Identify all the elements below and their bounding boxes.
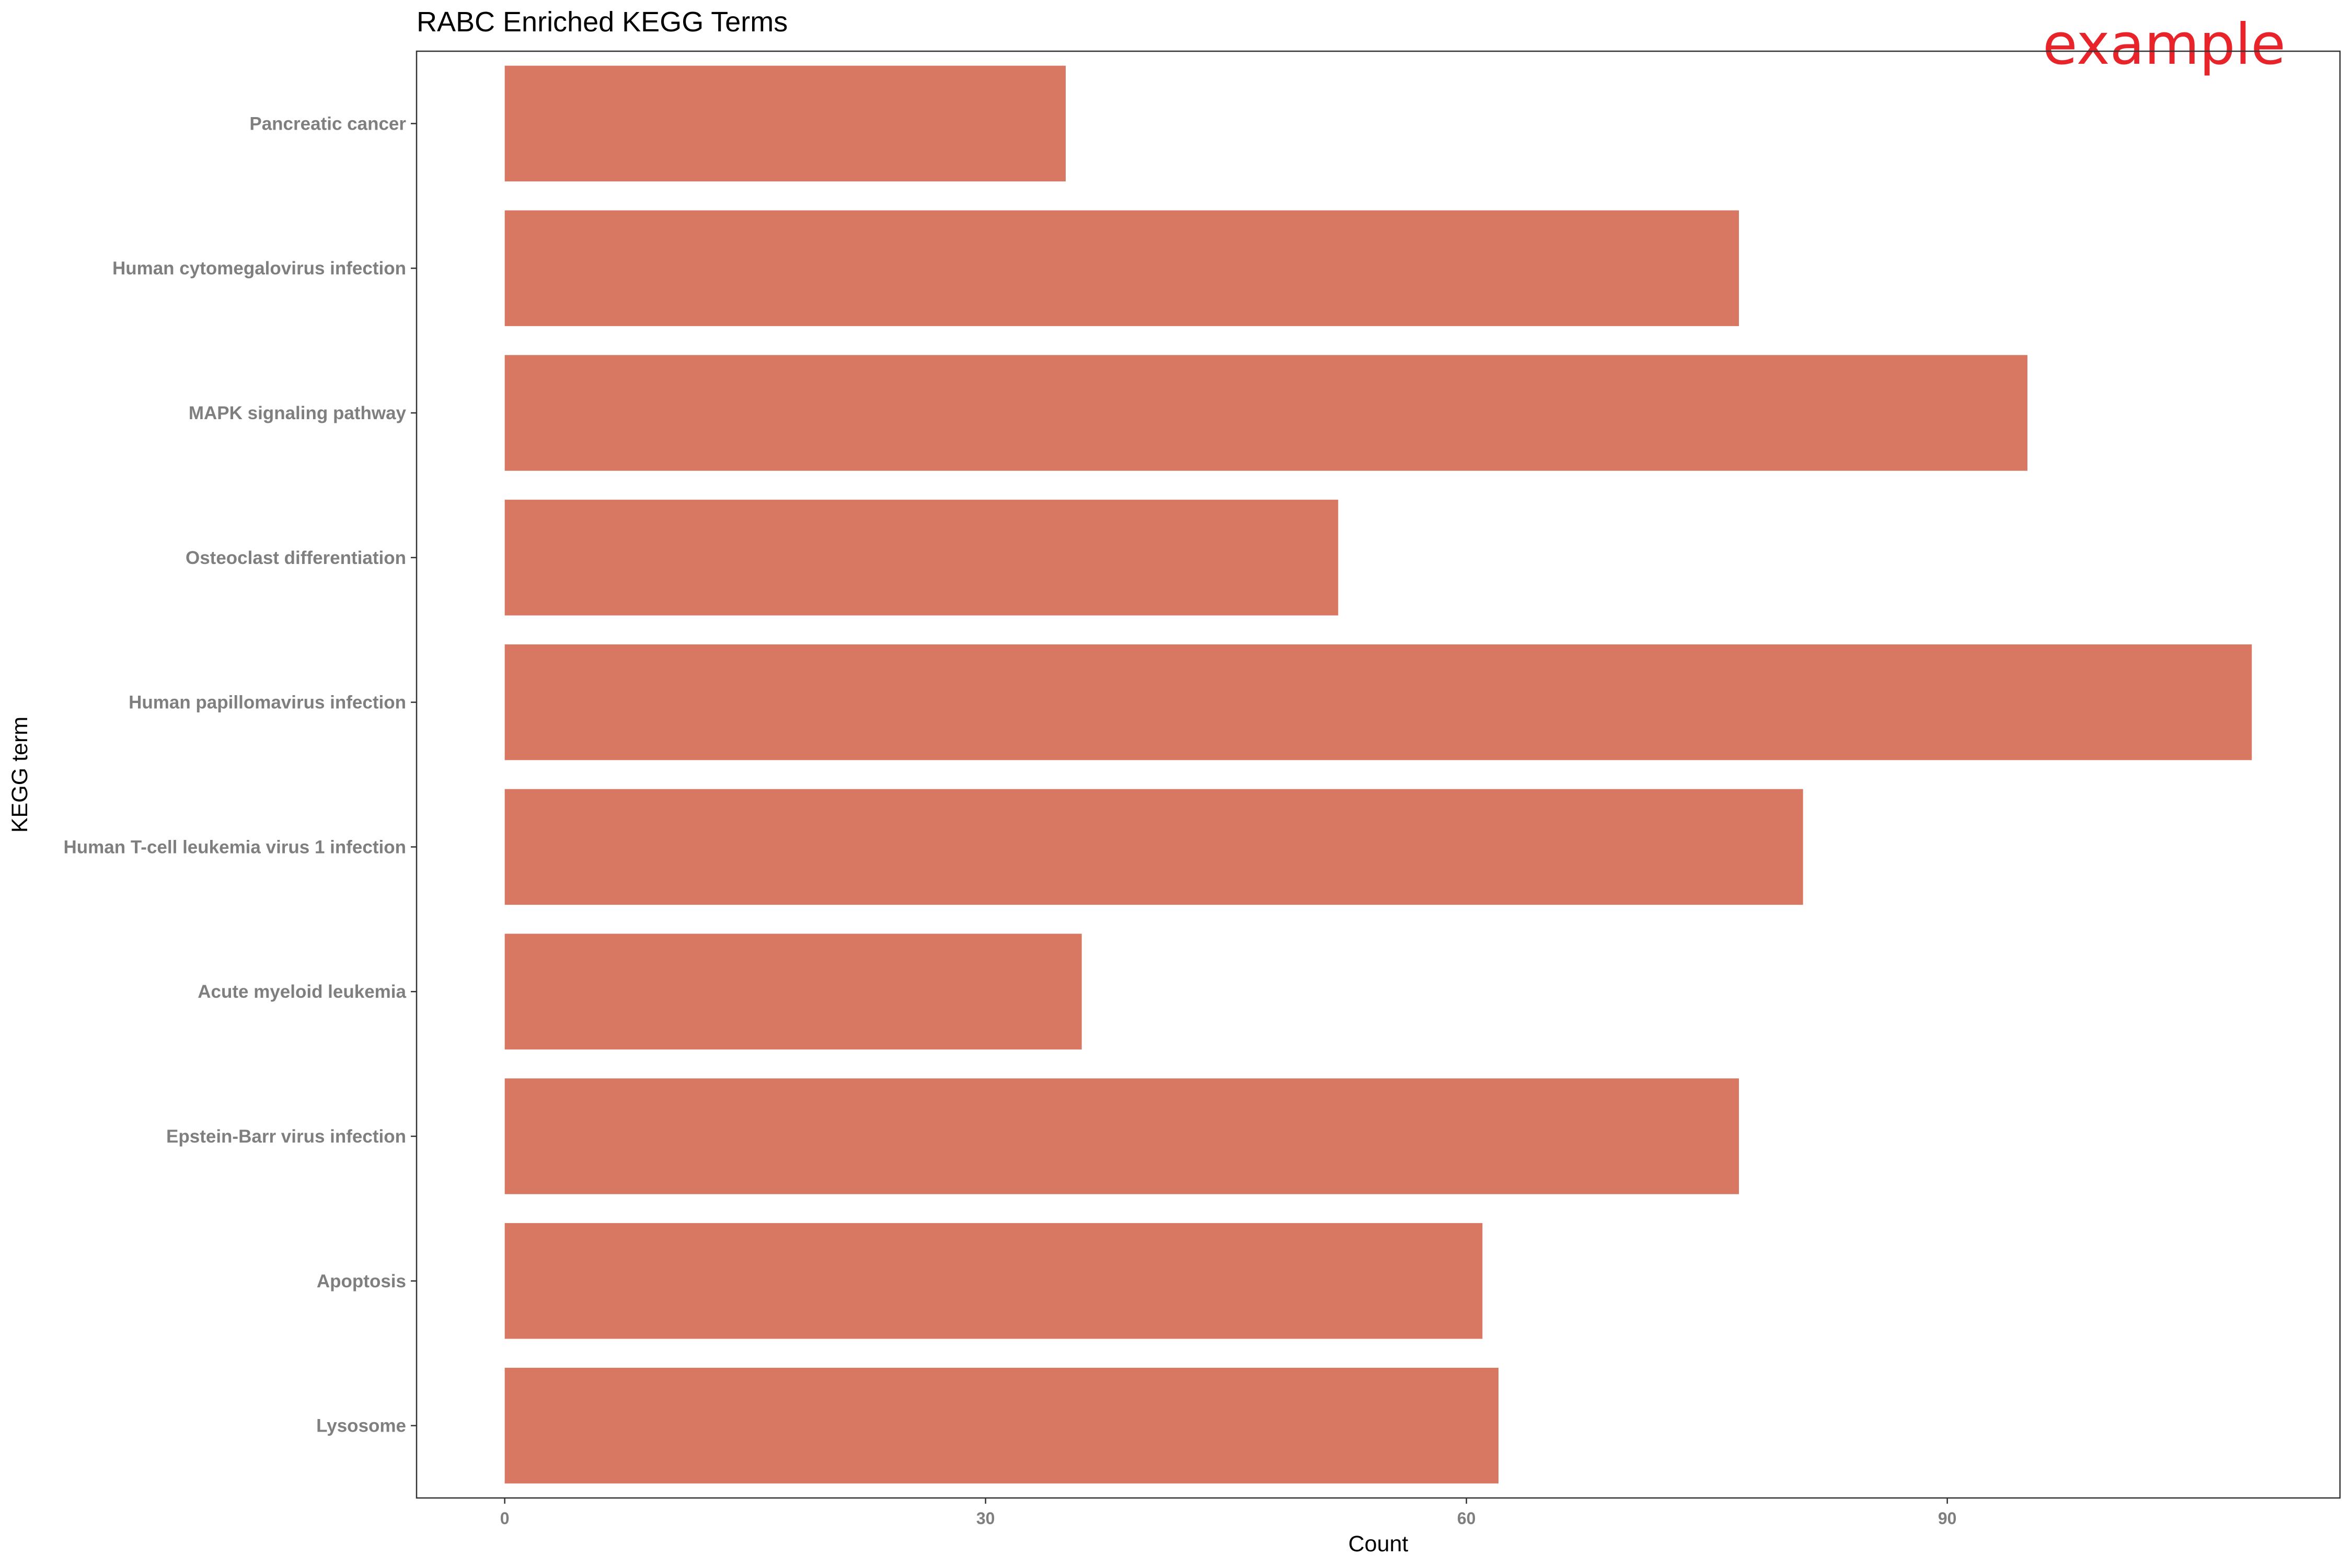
x-tick-label: 90: [1938, 1509, 1957, 1528]
y-axis-title: KEGG term: [7, 717, 32, 833]
bar-pancreatic-cancer: [504, 65, 1066, 182]
x-tick-label: 30: [976, 1509, 995, 1528]
bar-acute-myeloid-leukemia: [504, 933, 1082, 1050]
y-tick-label: Pancreatic cancer: [249, 113, 406, 134]
y-axis: Pancreatic cancer Human cytomegalovirus i…: [64, 113, 417, 1436]
y-tick-label: Apoptosis: [317, 1271, 406, 1292]
watermark-text: example: [2043, 12, 2286, 77]
y-tick-label: Lysosome: [316, 1416, 406, 1436]
y-tick-label: Acute myeloid leukemia: [198, 982, 406, 1002]
plot-panel-border: [416, 50, 2341, 1499]
y-tick-label: Osteoclast differentiation: [186, 548, 406, 568]
bar-apoptosis: [504, 1223, 1483, 1339]
y-tick-label: Human papillomavirus infection: [129, 693, 406, 713]
y-tick-label: Human T-cell leukemia virus 1 infection: [64, 837, 406, 857]
chart-title: RABC Enriched KEGG Terms: [417, 6, 788, 38]
bar-epstein-barr-virus-infection: [504, 1078, 1739, 1194]
y-tick-label: Epstein-Barr virus infection: [166, 1126, 406, 1147]
bar-human-t-cell-leukemia-virus-1-infection: [504, 789, 1803, 905]
bar-mapk-signaling-pathway: [504, 355, 2027, 471]
y-tick-label: MAPK signaling pathway: [189, 403, 407, 423]
x-axis: 0 30 60 90: [500, 1498, 1957, 1528]
x-tick-label: 0: [500, 1509, 510, 1528]
y-tick-label: Human cytomegalovirus infection: [112, 258, 406, 279]
x-axis-title: Count: [1348, 1531, 1409, 1557]
bar-osteoclast-differentiation: [504, 500, 1339, 616]
bar-lysosome: [504, 1367, 1498, 1484]
x-tick-label: 60: [1457, 1509, 1476, 1528]
bar-human-papillomavirus-infection: [504, 644, 2252, 760]
bar-human-cytomegalovirus-infection: [504, 210, 1739, 326]
bars-group: [504, 65, 2252, 1484]
